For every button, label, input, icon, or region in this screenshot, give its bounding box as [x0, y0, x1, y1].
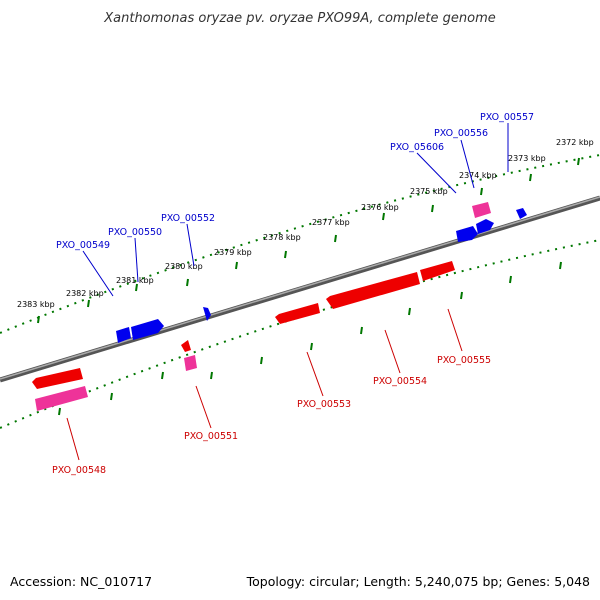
forward-genes: [116, 208, 527, 343]
gene-arrow-PXO_00549[interactable]: [116, 327, 131, 343]
scale-label: 2381 kbp: [116, 276, 154, 285]
rna-gene-near-PXO_00548[interactable]: [35, 386, 88, 411]
genome-title: Xanthomonas oryzae pv. oryzae PXO99A, co…: [104, 11, 496, 26]
rna-gene-near-PXO_00556[interactable]: [472, 202, 491, 218]
gene-label-top[interactable]: PXO_05606: [390, 142, 444, 153]
gene-arrow-PXO_00548[interactable]: [32, 368, 83, 389]
gene-arrow-PXO_00555[interactable]: [420, 261, 455, 281]
gene-arrow-PXO_00551[interactable]: [181, 340, 191, 352]
gene-label-top[interactable]: PXO_00549: [56, 240, 110, 251]
scale-label: 2382 kbp: [66, 289, 104, 298]
genome-summary-text: Topology: circular; Length: 5,240,075 bp…: [246, 574, 590, 589]
gene-arrow-PXO_00553[interactable]: [275, 303, 320, 324]
gene-label-bottom[interactable]: PXO_00554: [373, 376, 427, 387]
gene-arrow-PXO_00557[interactable]: [516, 208, 527, 219]
bottom-leader-lines: [66, 308, 463, 461]
scale-label: 2374 kbp: [459, 171, 497, 180]
gene-arrow-PXO_05606[interactable]: [456, 226, 478, 242]
genome-backbone: [0, 195, 600, 383]
gene-arrow-PXO_00556[interactable]: [476, 219, 494, 234]
top-leader-lines: [82, 123, 509, 297]
gene-label-top[interactable]: PXO_00552: [161, 213, 215, 224]
outer-major-ticks: [37, 157, 580, 324]
scale-label: 2376 kbp: [361, 203, 399, 212]
reverse-genes: [32, 261, 455, 389]
accession-text: Accession: NC_010717: [10, 574, 153, 589]
scale-label: 2378 kbp: [263, 233, 301, 242]
rna-genes: [35, 202, 491, 411]
gene-label-bottom[interactable]: PXO_00548: [52, 465, 106, 476]
scale-label: 2377 kbp: [312, 218, 350, 227]
gene-arrow-PXO_00552[interactable]: [203, 307, 211, 321]
gene-label-bottom[interactable]: PXO_00551: [184, 431, 238, 442]
gene-label-top[interactable]: PXO_00550: [108, 227, 162, 238]
gene-label-top[interactable]: PXO_00557: [480, 112, 534, 123]
scale-label: 2380 kbp: [165, 262, 203, 271]
scale-label: 2373 kbp: [508, 154, 546, 163]
inner-major-ticks: [58, 261, 562, 416]
gene-arrow-PXO_00550[interactable]: [131, 319, 164, 340]
scale-label: 2372 kbp: [556, 138, 594, 147]
rna-gene-near-PXO_00551[interactable]: [184, 355, 197, 371]
gene-label-top[interactable]: PXO_00556: [434, 128, 488, 139]
gene-arrow-PXO_00554[interactable]: [326, 272, 420, 309]
scale-label: 2383 kbp: [17, 300, 55, 309]
gene-label-bottom[interactable]: PXO_00553: [297, 399, 351, 410]
scale-label: 2375 kbp: [410, 187, 448, 196]
gene-label-bottom[interactable]: PXO_00555: [437, 355, 491, 366]
scale-label: 2379 kbp: [214, 248, 252, 257]
